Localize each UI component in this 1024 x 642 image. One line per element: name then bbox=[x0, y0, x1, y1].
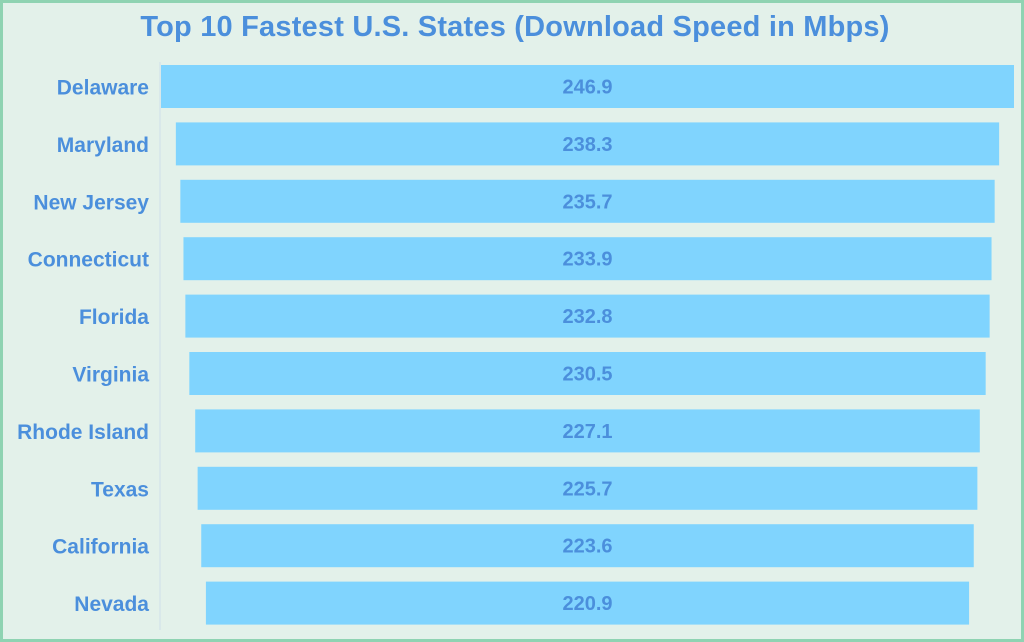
bar-virginia bbox=[189, 352, 986, 395]
bar-connecticut bbox=[183, 237, 992, 281]
category-label: Nevada bbox=[74, 593, 149, 616]
category-label: Texas bbox=[91, 478, 149, 501]
category-label: Florida bbox=[79, 306, 149, 329]
bar-nevada bbox=[205, 581, 970, 625]
value-label: 235.7 bbox=[562, 191, 612, 213]
category-label: California bbox=[52, 536, 149, 559]
bar-texas bbox=[197, 466, 978, 510]
value-label: 230.5 bbox=[562, 364, 612, 386]
bar-rhode-island bbox=[195, 409, 980, 453]
category-label: Delaware bbox=[57, 77, 149, 100]
value-label: 220.9 bbox=[562, 593, 612, 615]
value-label: 233.9 bbox=[562, 249, 612, 271]
bar-florida bbox=[185, 294, 990, 338]
category-label: Virginia bbox=[72, 364, 149, 387]
value-label: 246.9 bbox=[562, 77, 612, 99]
bar-new-jersey bbox=[180, 179, 995, 223]
category-label: Rhode Island bbox=[17, 421, 149, 444]
bar-california bbox=[201, 524, 974, 568]
chart-title: Top 10 Fastest U.S. States (Download Spe… bbox=[140, 11, 890, 43]
category-label: Connecticut bbox=[28, 249, 149, 272]
value-label: 223.6 bbox=[562, 536, 612, 558]
value-label: 238.3 bbox=[562, 134, 612, 156]
category-label: Maryland bbox=[57, 134, 149, 157]
bars-layer: 246.9 Delaware 238.3 Maryland 235.7 New Jerse… bbox=[17, 62, 1014, 630]
category-label: New Jersey bbox=[33, 191, 149, 214]
value-label: 227.1 bbox=[562, 421, 612, 443]
bar-maryland bbox=[175, 122, 1000, 166]
bar-delaware bbox=[161, 65, 1014, 108]
value-label: 225.7 bbox=[562, 478, 612, 500]
value-label: 232.8 bbox=[562, 306, 612, 328]
